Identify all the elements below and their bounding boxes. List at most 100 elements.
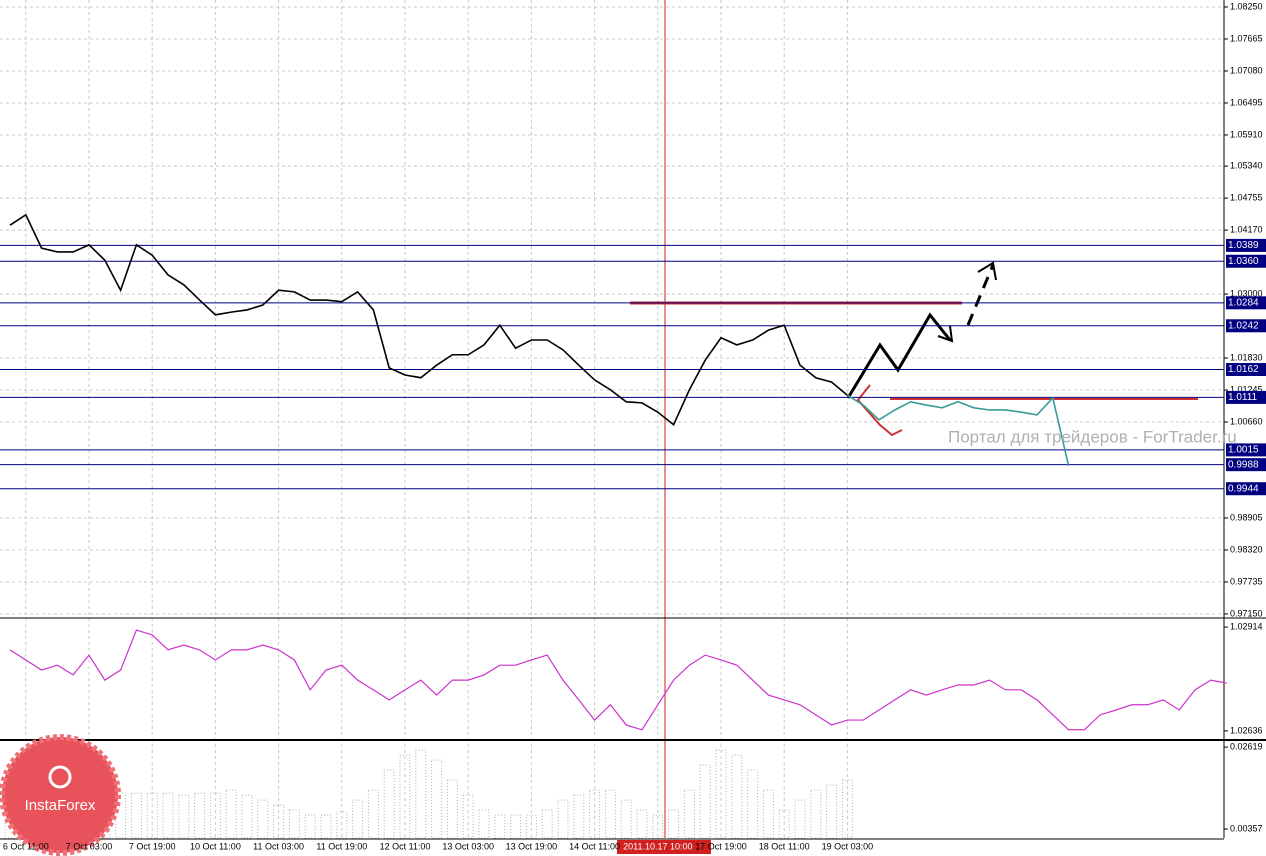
histogram-bar bbox=[762, 789, 774, 839]
x-tick-label: 17 Oct 19:00 bbox=[695, 841, 747, 851]
level-label-box bbox=[1226, 319, 1266, 333]
y-tick-label: 0.02619 bbox=[1230, 741, 1263, 751]
cursor-time-box bbox=[617, 840, 711, 854]
histogram-bar bbox=[304, 814, 316, 839]
histogram-bar bbox=[225, 789, 237, 839]
logo-icon bbox=[48, 765, 72, 789]
histogram-bar bbox=[178, 794, 190, 839]
histogram-bar bbox=[130, 792, 142, 839]
logo: InstaForex bbox=[0, 734, 121, 856]
histogram-bar bbox=[146, 792, 158, 839]
marks bbox=[0, 213, 1227, 839]
y-tick-label: 0.00357 bbox=[1230, 823, 1263, 833]
histogram-bar bbox=[510, 814, 522, 839]
price-line bbox=[9, 629, 1227, 731]
level-label: 1.0162 bbox=[1228, 364, 1259, 375]
x-tick-label: 14 Oct 11:00 bbox=[569, 841, 620, 851]
level-label: 1.0284 bbox=[1228, 297, 1259, 308]
y-tick-label: 1.06495 bbox=[1230, 97, 1263, 107]
x-tick-label: 18 Oct 11:00 bbox=[759, 841, 810, 851]
histogram-bar bbox=[573, 794, 585, 839]
histogram-bar bbox=[478, 809, 490, 839]
level-label-box bbox=[1226, 482, 1266, 496]
histogram-bar bbox=[636, 809, 648, 839]
y-tick-label: 1.01245 bbox=[1230, 384, 1263, 394]
y-tick-label: 1.02636 bbox=[1230, 725, 1263, 735]
level-label-box bbox=[1226, 238, 1266, 252]
histogram-bar bbox=[273, 804, 285, 839]
x-tick-label: 10 Oct 11:00 bbox=[190, 841, 241, 851]
y-tick-label: 1.05910 bbox=[1230, 129, 1263, 139]
x-tick-label: 7 Oct 03:00 bbox=[66, 841, 113, 851]
histogram-bar bbox=[194, 792, 206, 839]
histogram-bar bbox=[683, 789, 695, 839]
logo-badge bbox=[0, 734, 121, 856]
histogram-bar bbox=[604, 789, 616, 839]
level-label-box bbox=[1226, 296, 1266, 310]
level-label: 0.9988 bbox=[1228, 459, 1259, 470]
x-tick-label: 19 Oct 03:00 bbox=[822, 841, 874, 851]
histogram-bar bbox=[826, 784, 838, 839]
histogram-bar bbox=[367, 789, 379, 839]
level-label-box bbox=[1226, 443, 1266, 457]
x-tick-label: 6 Oct 11:00 bbox=[3, 841, 49, 851]
level-label: 1.0111 bbox=[1228, 392, 1258, 403]
histogram-bar bbox=[431, 759, 443, 839]
histogram-bar bbox=[652, 814, 664, 839]
forecast-arrow-dashed bbox=[966, 264, 995, 326]
y-tick-label: 1.07665 bbox=[1230, 33, 1263, 43]
histogram-bar bbox=[715, 749, 727, 839]
level-label: 1.0015 bbox=[1228, 445, 1259, 456]
x-tick-label: 2011.10.17 10:00 bbox=[623, 841, 692, 851]
histogram-bar bbox=[841, 779, 853, 839]
arrow-head bbox=[977, 261, 997, 281]
x-tick-label: 11 Oct 03:00 bbox=[253, 841, 304, 851]
y-tick-label: 1.04170 bbox=[1230, 224, 1263, 234]
y-tick-label: 1.04755 bbox=[1230, 192, 1263, 202]
level-label: 0.9944 bbox=[1228, 483, 1259, 494]
x-tick-label: 13 Oct 19:00 bbox=[506, 841, 558, 851]
y-tick-label: 1.01830 bbox=[1230, 352, 1263, 362]
histogram-bar bbox=[668, 809, 680, 839]
price-line bbox=[846, 394, 1070, 466]
histogram-bar bbox=[699, 764, 711, 839]
level-label: 1.0389 bbox=[1228, 240, 1259, 251]
x-tick-label: 7 Oct 19:00 bbox=[129, 841, 176, 851]
histogram-bar bbox=[778, 809, 790, 839]
y-tick-label: 1.02914 bbox=[1230, 621, 1263, 631]
y-tick-label: 1.07080 bbox=[1230, 65, 1263, 75]
y-tick-label: 1.08250 bbox=[1230, 1, 1263, 11]
histogram-bar bbox=[320, 814, 332, 839]
level-label-box bbox=[1226, 390, 1266, 404]
watermark: Портал для трейдеров - ForTrader.ru bbox=[948, 427, 1237, 446]
price-line bbox=[9, 213, 848, 427]
x-tick-label: 12 Oct 11:00 bbox=[380, 841, 431, 851]
level-label: 1.0360 bbox=[1228, 256, 1259, 267]
histogram-bar bbox=[589, 789, 601, 839]
arrow-head bbox=[937, 325, 954, 343]
histogram-bar bbox=[399, 754, 411, 839]
histogram-bar bbox=[288, 809, 300, 839]
histogram-bar bbox=[209, 792, 221, 839]
logo-text: InstaForex bbox=[25, 797, 96, 814]
level-label-box bbox=[1226, 458, 1266, 472]
y-tick-label: 0.98905 bbox=[1230, 512, 1263, 522]
x-tick-label: 11 Oct 19:00 bbox=[316, 841, 367, 851]
y-tick-label: 0.97150 bbox=[1230, 608, 1263, 618]
histogram-bar bbox=[162, 792, 174, 839]
y-tick-label: 1.05340 bbox=[1230, 160, 1263, 170]
histogram-bar bbox=[446, 779, 458, 839]
y-tick-label: 1.03000 bbox=[1230, 288, 1263, 298]
y-tick-label: 1.00660 bbox=[1230, 416, 1263, 426]
histogram-bar bbox=[731, 754, 743, 839]
histogram-bar bbox=[115, 792, 127, 839]
y-tick-label: 0.97735 bbox=[1230, 576, 1263, 586]
histogram-bar bbox=[462, 794, 474, 839]
histogram-bar bbox=[525, 814, 537, 839]
level-label-box bbox=[1226, 363, 1266, 377]
histogram-bar bbox=[810, 789, 822, 839]
forecast-arrow-red bbox=[856, 384, 903, 437]
histogram-bar bbox=[241, 794, 253, 839]
